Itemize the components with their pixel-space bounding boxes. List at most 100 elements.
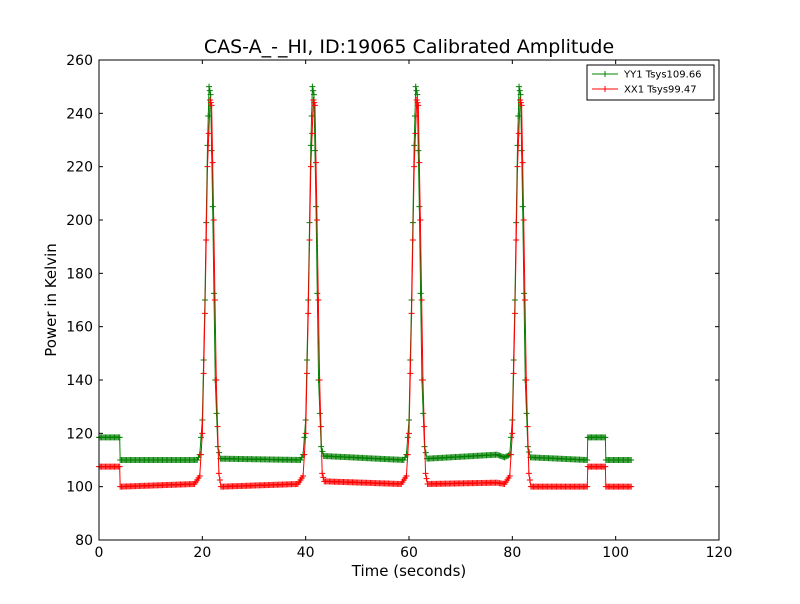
data-point [412,83,419,90]
data-point [416,203,423,210]
legend-box [586,64,715,101]
data-point [213,410,220,417]
x-tick-label: 100 [602,545,629,561]
data-point [194,457,201,463]
data-point [205,113,212,119]
data-point [523,377,530,383]
data-point [411,113,418,119]
data-point [310,97,317,103]
data-point [204,163,211,170]
data-point [309,130,316,137]
data-point [413,97,420,103]
data-point [310,87,317,94]
data-point [525,470,532,477]
data-point [207,97,214,103]
y-tick-label: 240 [66,106,93,122]
data-point [516,83,523,90]
y-tick-label: 260 [66,53,93,69]
data-point [422,470,429,477]
data-point [519,203,526,210]
y-axis: 80 100 120 140 160 180 200 220 240 260 [66,53,719,549]
data-point [116,463,123,470]
data-point [305,310,312,317]
data-point [301,434,308,441]
data-point [116,434,123,441]
series-1 [96,97,635,490]
data-point [508,451,515,458]
legend-marker [602,71,608,77]
x-tick-label: 60 [400,545,418,561]
data-point [413,87,420,94]
data-point [602,434,609,441]
data-point [404,451,411,458]
data-point [300,473,307,479]
data-point [408,310,415,317]
data-point [517,99,524,106]
data-point [205,130,212,137]
x-tick-label: 20 [193,545,211,561]
data-point [521,297,528,303]
data-point [320,474,327,481]
data-point [198,434,205,441]
y-tick-label: 120 [66,426,93,442]
data-point [200,370,207,377]
data-point [411,163,418,170]
data-point [514,163,521,170]
data-point [504,453,511,459]
data-point [415,147,422,154]
data-point [421,423,428,430]
data-point [403,473,410,479]
data-point [210,217,217,223]
data-point [309,83,316,90]
legend-label: XX1 Tsys99.47 [624,85,697,96]
data-point [314,217,321,223]
data-point [311,102,318,109]
data-point [301,451,308,458]
y-tick-label: 200 [66,213,93,229]
data-point [196,473,203,479]
data-point [417,290,424,297]
y-tick-label: 160 [66,320,93,336]
data-point [209,159,216,166]
data-point [509,430,516,437]
data-point [506,473,513,479]
data-point [404,434,411,441]
data-point [406,430,412,437]
data-point [414,91,421,98]
data-point [518,102,525,109]
data-point [517,91,524,98]
data-point [411,142,418,149]
data-point [204,142,211,149]
data-point [412,130,419,137]
data-point [198,451,205,458]
data-point [307,142,314,149]
data-point [216,477,223,483]
data-point [302,430,309,437]
data-point [416,159,423,166]
legend-marker [602,86,608,92]
data-point [206,87,213,94]
x-tick-label: 80 [503,545,521,561]
data-point [313,203,319,210]
legend-items: YY1 Tsys109.66 XX1 Tsys99.47 [592,70,702,96]
data-point [207,91,214,98]
data-point [316,410,323,417]
data-point [414,99,421,106]
data-point [516,87,523,94]
data-point [215,470,222,477]
data-point [510,370,517,377]
data-point [501,454,508,461]
data-point [415,102,422,109]
data-point [514,142,521,149]
data-point [602,463,609,470]
data-point [526,477,533,483]
data-point [513,237,520,243]
data-point [214,423,221,430]
data-point [317,423,324,430]
data-point [216,449,223,456]
data-point [316,377,323,383]
data-point [515,130,522,137]
data-point [310,91,317,98]
data-point [201,310,208,317]
y-tick-label: 180 [66,266,93,282]
